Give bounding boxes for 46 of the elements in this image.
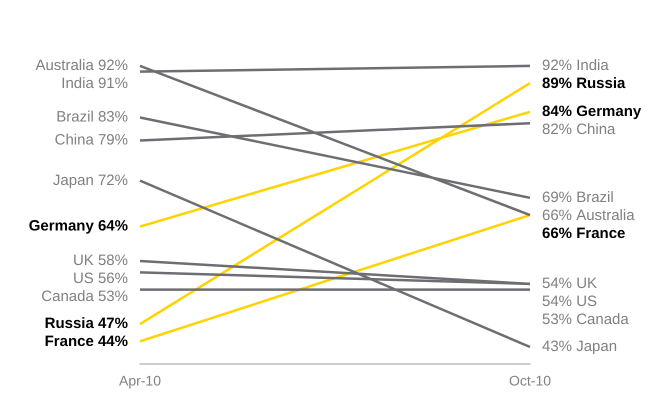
x-tick-label: Apr-10 (118, 372, 162, 388)
data-label: 53% (98, 288, 128, 306)
data-label: 92% (542, 57, 572, 74)
data-label: 92% (98, 57, 128, 74)
data-label: 54% (542, 293, 572, 310)
data-label: 44% (98, 333, 128, 350)
data-label: 66% (542, 224, 572, 242)
text: Australia (35, 57, 94, 74)
data-label: 84% (542, 102, 572, 120)
text: UK (576, 275, 598, 292)
text: India (61, 75, 94, 92)
data-label: 47% (98, 315, 128, 332)
data-label: 89% (542, 75, 572, 92)
data-label: 54% (542, 275, 572, 292)
text: Russia (44, 315, 94, 332)
text: Australia (576, 206, 635, 224)
text: Canada (41, 288, 94, 306)
data-label: 58% (98, 252, 128, 270)
text: France (576, 224, 626, 242)
data-label: 83% (98, 108, 128, 126)
text: India (576, 57, 610, 74)
text: France (44, 333, 94, 350)
text: Germany (576, 102, 642, 120)
text: Canada (576, 311, 629, 328)
data-label: 56% (98, 270, 128, 288)
text: Brazil (576, 188, 614, 206)
text: Germany (28, 218, 94, 235)
text: Japan (576, 338, 618, 356)
text: Brazil (56, 108, 94, 126)
data-label: 64% (98, 218, 128, 235)
text: Japan (52, 172, 94, 189)
data-label: 91% (98, 75, 128, 92)
text: China (576, 120, 616, 138)
text: China (54, 132, 94, 149)
data-label: 66% (542, 206, 572, 224)
data-label: 72% (98, 172, 128, 189)
text: UK (72, 252, 94, 270)
data-label: 53% (542, 311, 572, 328)
text: US (72, 270, 94, 288)
text: US (576, 293, 598, 310)
data-label: 43% (542, 338, 572, 356)
x-tick-label: Oct-10 (508, 372, 552, 388)
data-label: 82% (542, 120, 572, 138)
text: Russia (576, 75, 626, 92)
data-label: 79% (98, 132, 128, 149)
data-label: 69% (542, 188, 572, 206)
